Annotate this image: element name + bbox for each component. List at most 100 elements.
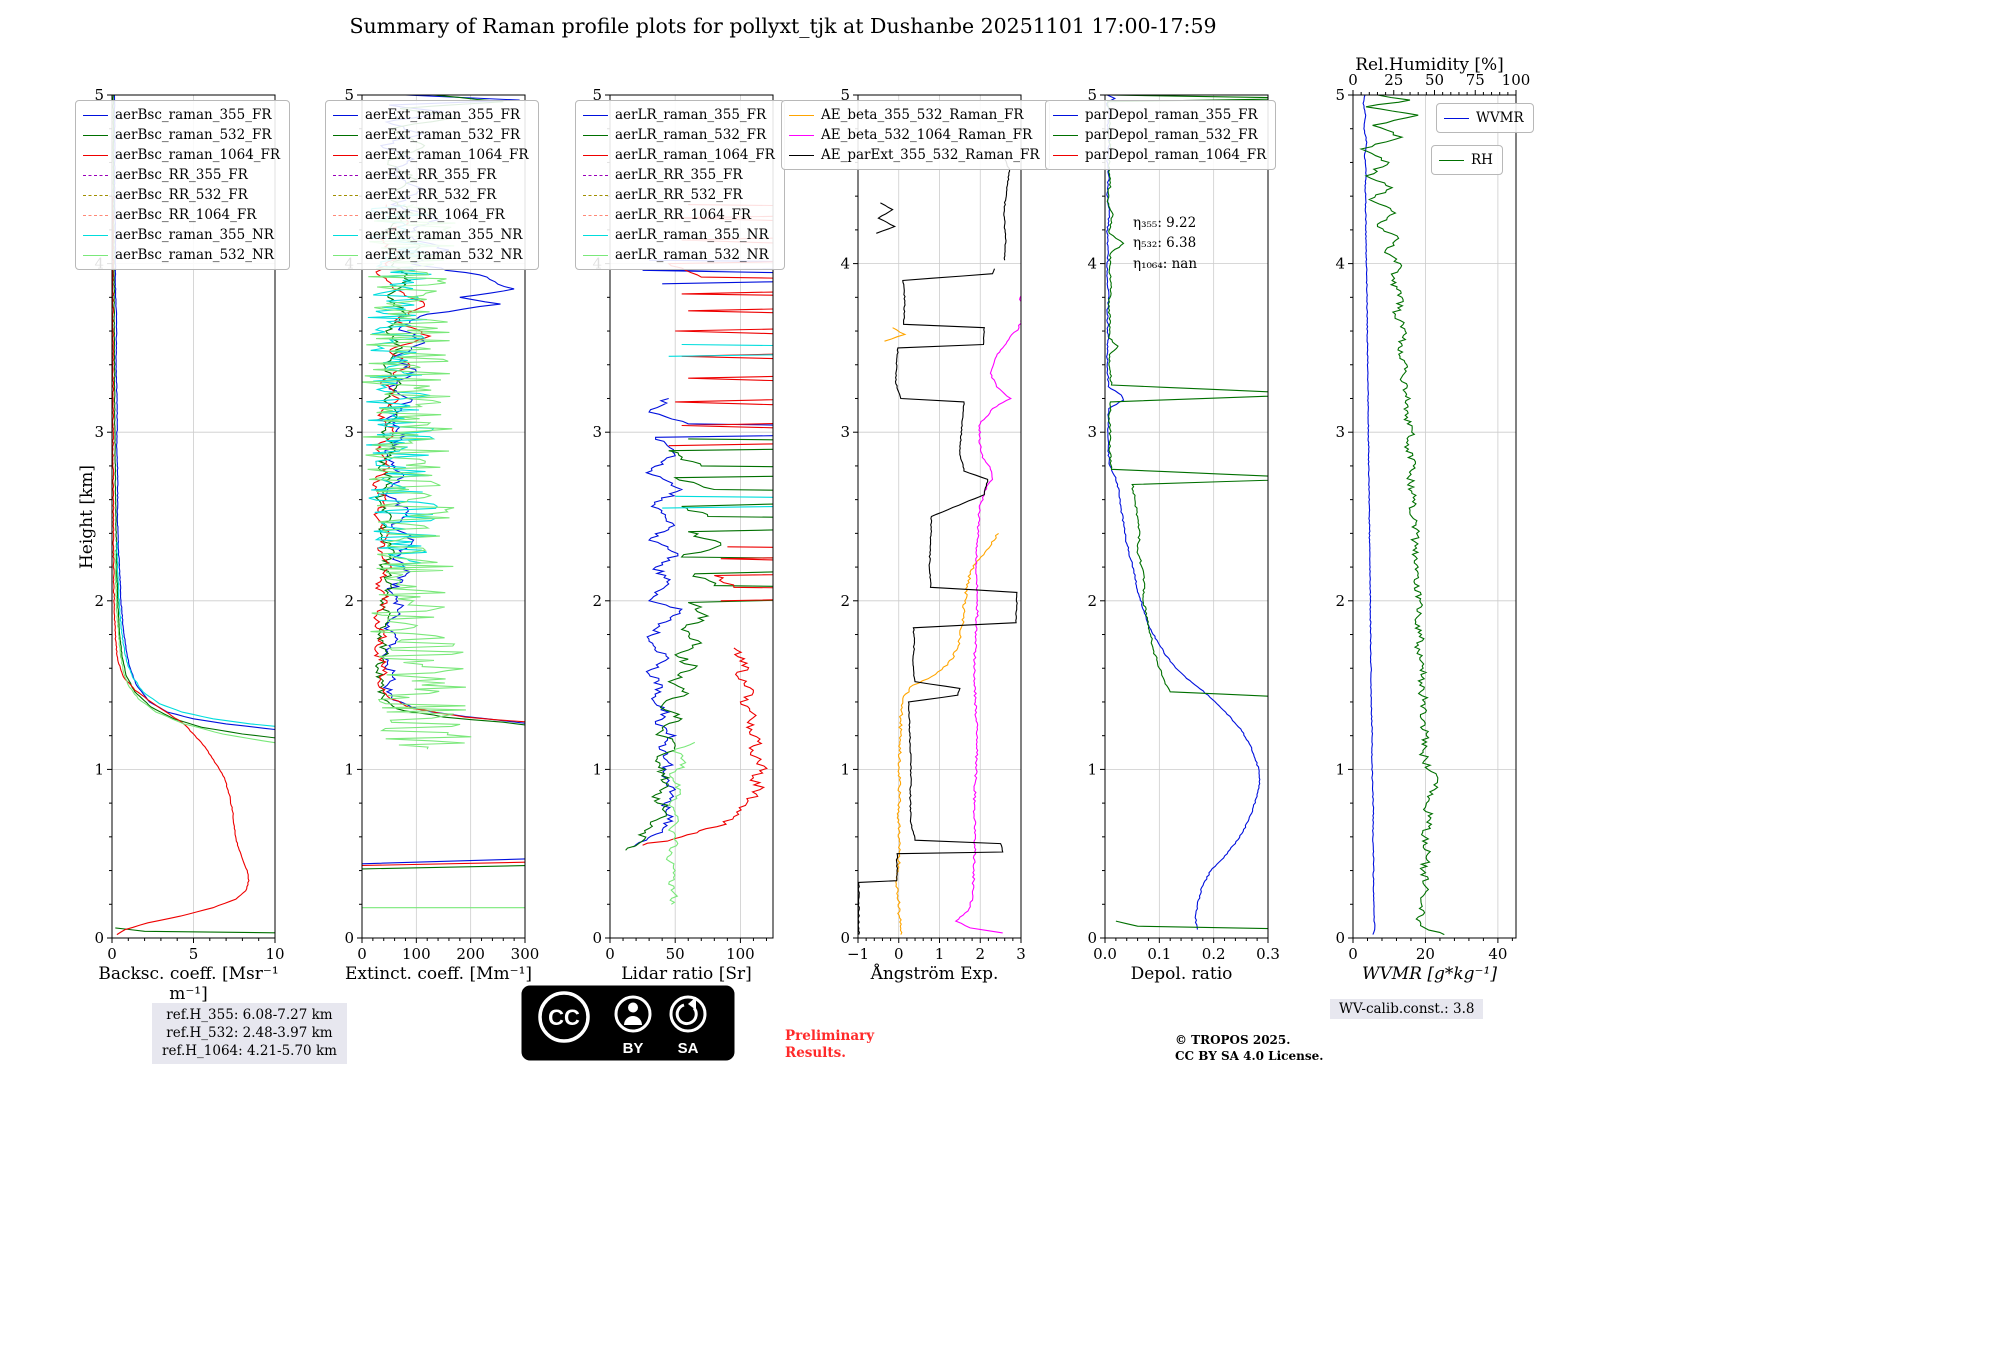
wvmr-plot-area: 0 20 40 0 1 2 3 4 5 0 25 50 75 100 xyxy=(1323,67,1536,972)
legend-label: aerExt_raman_355_NR xyxy=(365,227,523,243)
legend-label: aerBsc_raman_1064_FR xyxy=(115,147,281,163)
by-label: BY xyxy=(623,1040,644,1057)
legend-item: aerBsc_raman_532_NR xyxy=(83,245,280,265)
legend-line-sample xyxy=(1439,159,1464,161)
legend-label: aerBsc_raman_355_FR xyxy=(115,107,272,123)
svg-text:0.2: 0.2 xyxy=(1202,945,1226,963)
cc-logo-icon: CC xyxy=(538,991,590,1043)
svg-text:1: 1 xyxy=(1087,760,1097,778)
svg-text:0: 0 xyxy=(344,929,354,947)
legend-item: aerExt_raman_532_FR xyxy=(333,125,529,145)
svg-text:0: 0 xyxy=(1335,929,1345,947)
legend: parDepol_raman_355_FR parDepol_raman_532_… xyxy=(1045,100,1277,170)
legend-label: aerLR_RR_532_FR xyxy=(615,187,743,203)
legend-line-sample xyxy=(1053,114,1078,116)
svg-text:2: 2 xyxy=(840,592,850,610)
legend-line-sample xyxy=(1053,154,1078,156)
eta-1064-value: η₁₀₆₄: nan xyxy=(1133,255,1198,272)
legend-label: parDepol_raman_532_FR xyxy=(1085,127,1258,143)
legend-line-sample xyxy=(83,214,108,216)
svg-text:0.0: 0.0 xyxy=(1093,945,1117,963)
svg-text:300: 300 xyxy=(511,945,540,963)
legend-line-sample xyxy=(789,114,814,116)
legend-label: aerLR_RR_355_FR xyxy=(615,167,743,183)
legend-line-sample xyxy=(83,174,108,176)
legend-label: WVMR xyxy=(1476,110,1524,126)
svg-text:2: 2 xyxy=(344,592,354,610)
ref-height-532: ref.H_532: 2.48-3.97 km xyxy=(166,1025,333,1042)
wvmr-xaxis-label: WVMR [g*kg⁻¹] xyxy=(1362,964,1497,984)
legend-line-sample xyxy=(583,214,608,216)
legend-line-sample xyxy=(583,114,608,116)
legend-label: aerExt_RR_532_FR xyxy=(365,187,497,203)
svg-text:0: 0 xyxy=(94,929,104,947)
reference-height-box: ref.H_355: 6.08-7.27 km ref.H_532: 2.48-… xyxy=(152,1003,347,1064)
svg-text:0: 0 xyxy=(605,945,615,963)
legend-label: aerLR_raman_355_NR xyxy=(615,227,769,243)
series-aerLR_raman_532_FR xyxy=(625,438,773,851)
svg-text:3: 3 xyxy=(1016,945,1026,963)
legend-item: aerExt_raman_1064_FR xyxy=(333,145,529,165)
preliminary-results-note: Preliminary Results. xyxy=(785,1028,875,1061)
legend-label: parDepol_raman_355_FR xyxy=(1085,107,1258,123)
legend-line-sample xyxy=(333,194,358,196)
legend-line-sample xyxy=(583,254,608,256)
legend-line-sample xyxy=(83,114,108,116)
legend-line-sample xyxy=(333,234,358,236)
svg-text:5: 5 xyxy=(592,86,602,104)
svg-text:3: 3 xyxy=(840,423,850,441)
panel-wvmr: Rel.Humidity [%] 0 20 40 0 1 2 3 4 5 0 25 50 75 100 W… xyxy=(1323,55,1536,997)
svg-text:3: 3 xyxy=(94,423,104,441)
legend-label: aerBsc_raman_532_NR xyxy=(115,247,274,263)
svg-text:75: 75 xyxy=(1466,71,1485,89)
legend-item: aerLR_raman_532_FR xyxy=(583,125,775,145)
svg-text:50: 50 xyxy=(1425,71,1444,89)
legend-line-sample xyxy=(1444,117,1469,119)
svg-text:−1: −1 xyxy=(847,945,869,963)
legend-item: AE_beta_355_532_Raman_FR xyxy=(789,105,1040,125)
legend-label: AE_parExt_355_532_Raman_FR xyxy=(821,147,1040,163)
legend-line-sample xyxy=(333,174,358,176)
legend-item: parDepol_raman_1064_FR xyxy=(1053,145,1266,165)
series-aerBsc_raman_1064_FR xyxy=(112,196,250,936)
legend-line-sample xyxy=(583,194,608,196)
series-AE_beta_355_532_Raman_FR xyxy=(884,327,999,935)
svg-text:0: 0 xyxy=(357,945,367,963)
angstrom-xaxis-label: Ångström Exp. xyxy=(870,964,999,984)
series-parDepol_raman_532_FR xyxy=(1106,95,1268,930)
svg-text:5: 5 xyxy=(94,86,104,104)
figure-title: Summary of Raman profile plots for polly… xyxy=(349,14,1217,38)
legend-WVMR: WVMR xyxy=(1436,103,1534,133)
series-aerBsc_raman_355_NR xyxy=(116,541,275,727)
legend-item: aerExt_RR_355_FR xyxy=(333,165,529,185)
legend-line-sample xyxy=(333,154,358,156)
legend-item: parDepol_raman_355_FR xyxy=(1053,105,1266,125)
panel-depol: 0.0 0.1 0.2 0.3 0 1 2 3 4 5 η₃₅₅: 9.22 η₅₃₂: 6.38… xyxy=(1045,67,1288,997)
backscatter-xaxis-label: Backsc. coeff. [Msr⁻¹ m⁻¹] xyxy=(98,964,279,1004)
legend-label: aerLR_raman_532_NR xyxy=(615,247,769,263)
svg-text:1: 1 xyxy=(94,760,104,778)
legend-line-sample xyxy=(333,254,358,256)
legend-label: aerExt_raman_1064_FR xyxy=(365,147,529,163)
series-aerLR_raman_1064_FR xyxy=(642,204,773,846)
svg-text:1: 1 xyxy=(344,760,354,778)
legend-label: aerBsc_raman_355_NR xyxy=(115,227,274,243)
svg-text:0: 0 xyxy=(840,929,850,947)
legend-item: AE_beta_532_1064_Raman_FR xyxy=(789,125,1040,145)
legend-label: aerExt_RR_1064_FR xyxy=(365,207,505,223)
series-aerExt_raman_532_NR xyxy=(362,204,525,909)
legend-item: aerBsc_RR_1064_FR xyxy=(83,205,280,225)
svg-text:20: 20 xyxy=(1416,945,1435,963)
legend-item: RH xyxy=(1439,150,1493,170)
rel-humidity-axis-label: Rel.Humidity [%] xyxy=(1355,55,1504,75)
legend-item: aerExt_RR_532_FR xyxy=(333,185,529,205)
svg-text:4: 4 xyxy=(1087,255,1097,273)
legend-label: aerExt_raman_532_NR xyxy=(365,247,523,263)
svg-text:2: 2 xyxy=(975,945,985,963)
series-parDepol_raman_355_FR xyxy=(1106,95,1261,930)
svg-text:4: 4 xyxy=(1335,255,1345,273)
legend: aerExt_raman_355_FR aerExt_raman_532_FR ae… xyxy=(325,100,539,270)
legend-line-sample xyxy=(583,234,608,236)
legend-line-sample xyxy=(583,134,608,136)
